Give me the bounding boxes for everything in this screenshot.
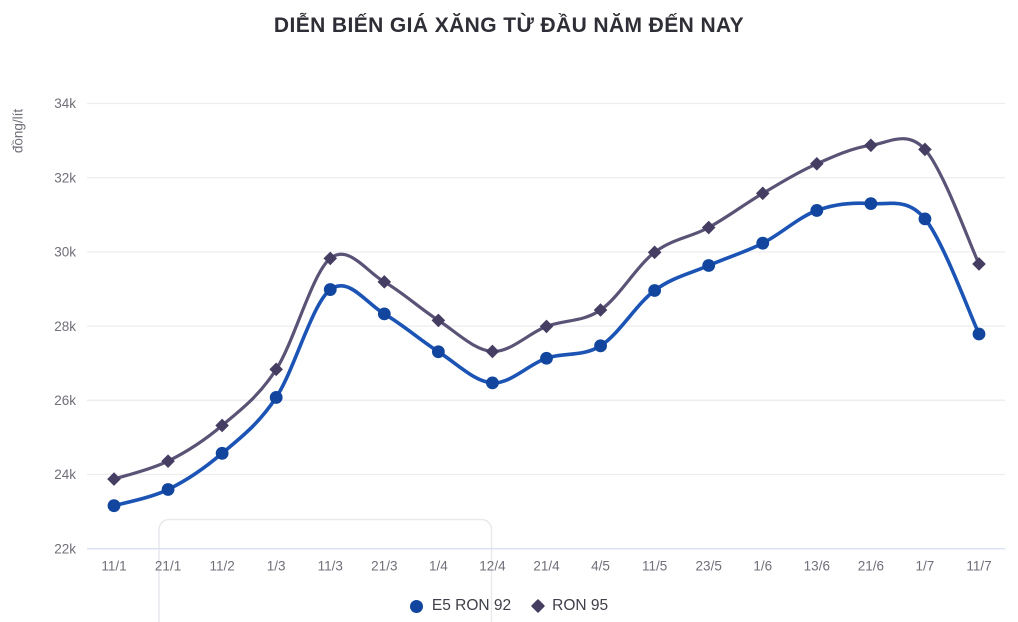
data-point-diamond[interactable] [323, 251, 338, 266]
y-tick-label: 30k [54, 245, 76, 260]
x-tick-label: 21/3 [371, 559, 397, 574]
data-point-circle[interactable] [215, 446, 229, 460]
x-tick-label: 11/3 [318, 559, 343, 574]
series-diamond-marker-icon [531, 598, 546, 614]
data-point-circle[interactable] [810, 204, 824, 217]
x-tick-label: 1/3 [267, 559, 286, 574]
data-point-diamond[interactable] [215, 418, 229, 433]
data-point-circle[interactable] [918, 212, 932, 226]
faint-panel-artifact [158, 518, 493, 622]
data-point-diamond[interactable] [647, 245, 662, 260]
data-point-circle[interactable] [594, 339, 607, 353]
legend-label-e5-ron-92: E5 RON 92 [431, 597, 512, 614]
y-tick-label: 24k [54, 467, 76, 482]
x-tick-label: 11/2 [209, 559, 234, 574]
data-point-circle[interactable] [702, 259, 716, 272]
x-tick-label: 23/5 [696, 559, 722, 574]
data-point-circle[interactable] [323, 283, 337, 296]
data-point-circle[interactable] [161, 483, 175, 496]
data-point-circle[interactable] [972, 327, 986, 341]
y-tick-label: 22k [54, 541, 76, 556]
series-e5-ron-92 [107, 197, 986, 513]
series-line [112, 137, 981, 481]
data-point-diamond[interactable] [593, 303, 608, 317]
data-point-diamond[interactable] [431, 313, 446, 328]
x-tick-label: 4/5 [591, 559, 610, 574]
data-point-circle[interactable] [269, 391, 283, 404]
gridlines [87, 102, 1005, 550]
series-circle-marker-icon [409, 599, 423, 613]
x-tick-label: 12/4 [479, 559, 506, 574]
data-point-circle[interactable] [431, 345, 445, 359]
x-tick-label: 21/4 [533, 559, 560, 574]
series-ron-95 [107, 137, 986, 486]
data-point-circle[interactable] [648, 284, 662, 297]
data-point-diamond[interactable] [107, 472, 121, 486]
data-point-diamond[interactable] [485, 344, 500, 359]
data-point-diamond[interactable] [377, 275, 392, 289]
legend-item-ron-95[interactable]: RON 95 [531, 597, 609, 615]
x-tick-label: 21/1 [155, 559, 181, 574]
data-point-circle[interactable] [107, 499, 121, 513]
y-tick-label: 26k [54, 393, 76, 408]
chart-title: DIỄN BIẾN GIÁ XĂNG TỪ ĐẦU NĂM ĐẾN NAY [273, 14, 745, 37]
x-tick-label: 21/6 [858, 559, 884, 574]
x-tick-label: 13/6 [804, 559, 830, 574]
x-tick-label: 11/5 [642, 559, 667, 574]
y-tick-label: 28k [54, 319, 76, 334]
x-tick-label: 1/7 [916, 559, 935, 574]
x-axis-ticks: 11/1 21/1 11/2 1/3 11/3 21/3 1/4 12/4 21/4 4/5 11/… [101, 559, 991, 574]
data-point-diamond[interactable] [810, 156, 824, 171]
data-point-diamond[interactable] [864, 138, 878, 153]
data-point-diamond[interactable] [539, 319, 554, 334]
y-axis-ticks: 22k 24k 26k 28k 30k 32k 34k [54, 96, 76, 556]
data-point-diamond[interactable] [701, 220, 716, 235]
x-tick-label: 1/4 [429, 559, 448, 574]
x-tick-label: 1/6 [753, 559, 772, 574]
legend-item-e5-ron-92[interactable]: E5 RON 92 [409, 597, 512, 615]
y-tick-label: 32k [54, 170, 76, 185]
data-point-circle[interactable] [540, 351, 553, 365]
legend-label-ron-95: RON 95 [552, 597, 609, 614]
data-point-circle[interactable] [756, 236, 770, 250]
x-tick-label: 11/7 [966, 559, 991, 574]
y-tick-label: 34k [54, 96, 76, 111]
data-point-circle[interactable] [486, 376, 499, 390]
data-point-diamond[interactable] [755, 186, 770, 201]
data-point-diamond[interactable] [918, 142, 932, 157]
data-point-diamond[interactable] [972, 257, 986, 271]
data-point-diamond[interactable] [161, 454, 175, 468]
x-tick-label: 11/1 [101, 559, 126, 574]
legend: E5 RON 92 RON 95 [0, 597, 1018, 615]
data-point-circle[interactable] [864, 197, 878, 210]
data-point-diamond[interactable] [269, 362, 283, 377]
data-point-circle[interactable] [377, 307, 391, 321]
